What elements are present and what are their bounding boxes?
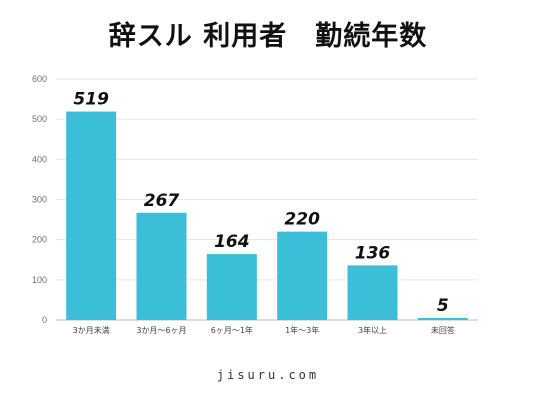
data-label: 519	[73, 90, 109, 110]
x-tick-label: 3年以上	[358, 325, 387, 335]
y-tick-label: 400	[32, 154, 47, 164]
y-tick-label: 500	[32, 114, 47, 124]
data-label: 164	[214, 232, 250, 252]
bar	[277, 231, 328, 320]
bar	[206, 254, 257, 320]
y-tick-label: 0	[42, 315, 47, 325]
y-tick-label: 200	[32, 235, 47, 245]
x-tick-label: 未回答	[431, 325, 455, 335]
bar	[417, 317, 468, 320]
data-label: 267	[144, 191, 180, 211]
x-tick-label: 3か月～6ヶ月	[136, 326, 186, 335]
y-tick-label: 300	[32, 195, 47, 205]
footer-site-name: jisuru.com	[216, 368, 320, 382]
chart-title: 辞スル 利用者 勤続年数	[108, 21, 428, 52]
bar	[136, 212, 187, 320]
x-tick-label: 6ヶ月～1年	[211, 325, 253, 335]
data-label: 220	[284, 210, 320, 230]
bar	[66, 111, 117, 320]
bar	[347, 265, 398, 320]
data-label: 136	[355, 243, 391, 263]
data-label: 5	[437, 296, 449, 316]
x-tick-label: 1年～3年	[285, 325, 319, 335]
y-tick-label: 100	[32, 275, 47, 285]
x-tick-label: 3か月未満	[73, 325, 110, 335]
y-tick-label: 600	[32, 74, 47, 84]
